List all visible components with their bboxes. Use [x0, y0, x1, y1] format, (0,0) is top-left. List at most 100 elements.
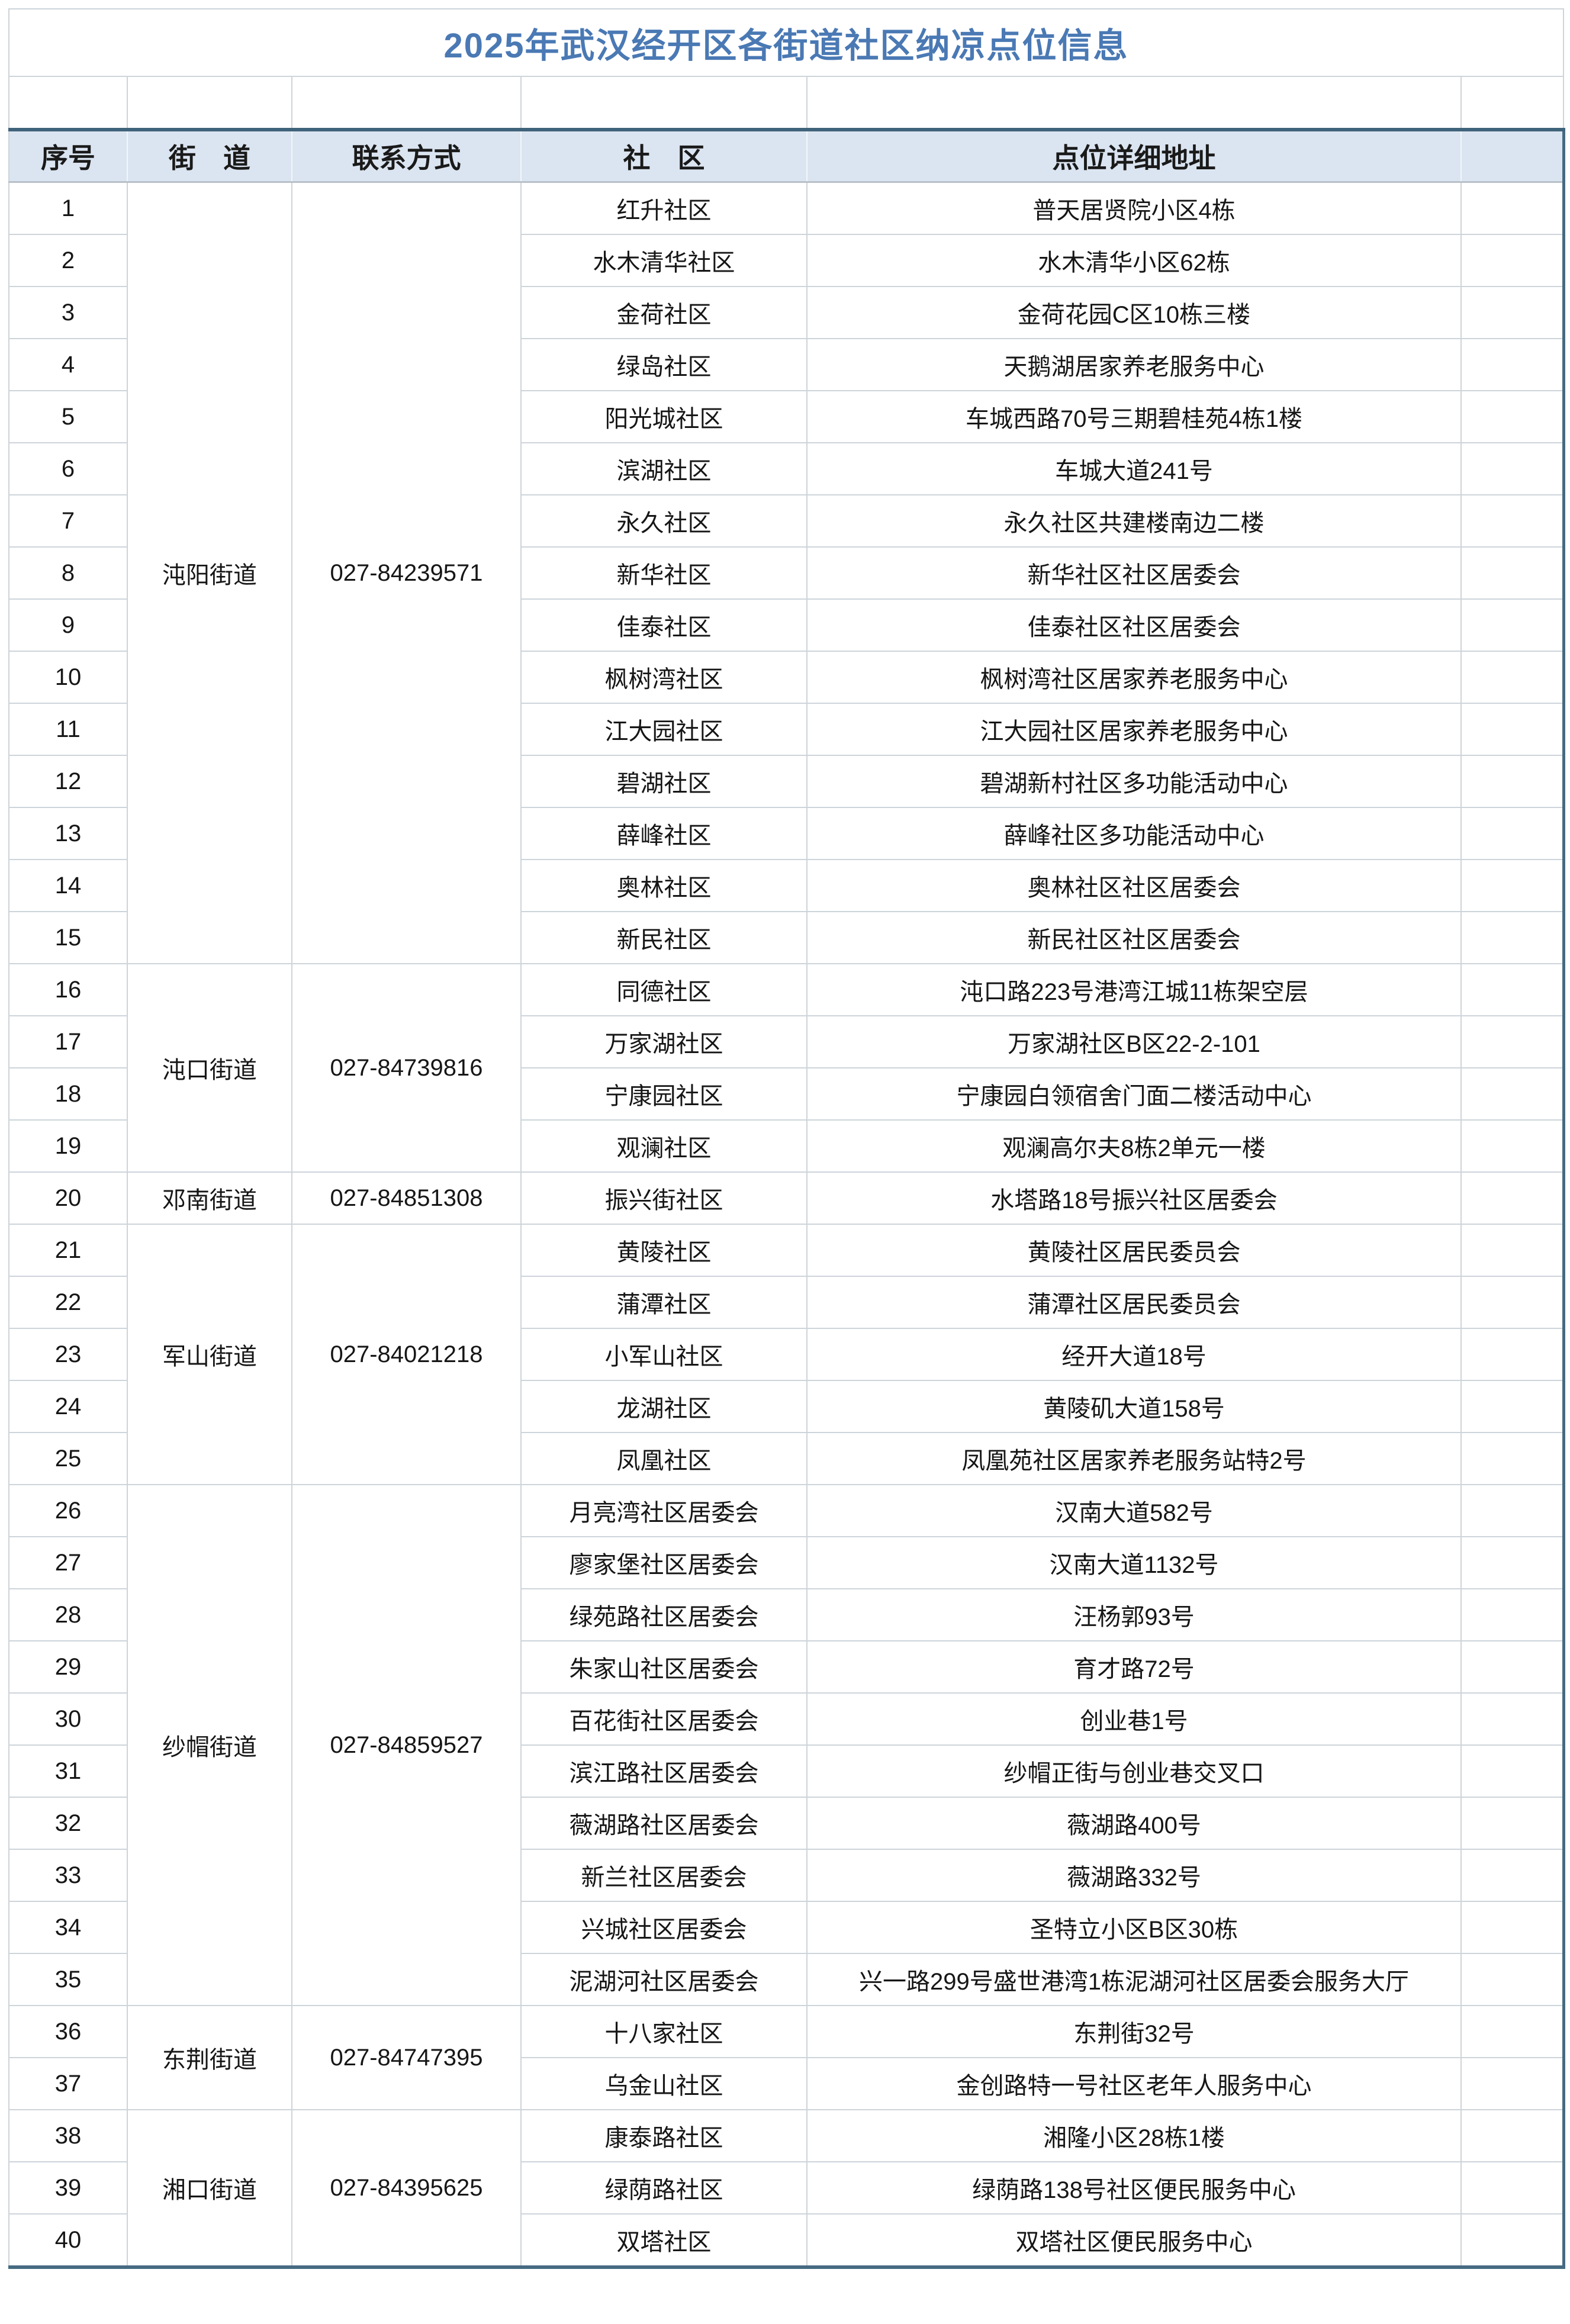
street-phone-cell: 027-84739816: [291, 963, 522, 1173]
spacer-cell: [806, 76, 1462, 130]
empty-cell: [1460, 2005, 1565, 2058]
community-name-cell: 绿苑路社区居委会: [520, 1588, 807, 1641]
table-row: 16 沌口街道 027-84739816 同德社区 沌口路223号港湾江城11栋架空层: [8, 963, 1565, 1173]
empty-cell: [1460, 1849, 1565, 1902]
title-row: 2025年武汉经开区各街道社区纳凉点位信息: [8, 8, 1564, 77]
row-number-cell: 39: [8, 2161, 128, 2214]
empty-cell: [1460, 963, 1565, 1016]
empty-cell: [1460, 1119, 1565, 1173]
empty-cell: [1460, 1432, 1565, 1485]
community-name-cell: 乌金山社区: [520, 2057, 807, 2110]
header-no: 序号: [8, 128, 128, 183]
community-name-cell: 新华社区: [520, 546, 807, 600]
row-number-cell: 23: [8, 1328, 128, 1381]
empty-cell: [1460, 598, 1565, 652]
community-name-cell: 薇湖路社区居委会: [520, 1797, 807, 1850]
street-name-cell: 邓南街道: [127, 1171, 292, 1225]
community-name-cell: 宁康园社区: [520, 1067, 807, 1121]
empty-cell: [1460, 1171, 1565, 1225]
address-cell: 万家湖社区B区22-2-101: [806, 1015, 1462, 1068]
address-cell: 蒲潭社区居民委员会: [806, 1276, 1462, 1329]
street-phone-cell: 027-84021218: [291, 1224, 522, 1485]
community-name-cell: 滨湖社区: [520, 442, 807, 495]
address-cell: 水塔路18号振兴社区居委会: [806, 1171, 1462, 1225]
empty-cell: [1460, 703, 1565, 756]
spacer-cell: [520, 76, 807, 130]
table-row: 6 滨湖社区 车城大道241号: [8, 442, 1565, 495]
empty-cell: [1460, 442, 1565, 495]
empty-cell: [1460, 755, 1565, 808]
community-name-cell: 康泰路社区: [520, 2109, 807, 2162]
table-row: 1 沌阳街道 027-84239571 红升社区 普天居贤院小区4栋: [8, 181, 1565, 964]
address-cell: 薛峰社区多功能活动中心: [806, 807, 1462, 860]
table-row: 5 阳光城社区 车城西路70号三期碧桂苑4栋1楼: [8, 390, 1565, 443]
row-number-cell: 28: [8, 1588, 128, 1641]
empty-cell: [1460, 911, 1565, 964]
empty-cell: [1460, 1015, 1565, 1068]
address-cell: 东荆街32号: [806, 2005, 1462, 2058]
street-name-cell: 东荆街道: [127, 2005, 292, 2110]
empty-cell: [1460, 234, 1565, 287]
community-name-cell: 龙湖社区: [520, 1380, 807, 1433]
row-number-cell: 13: [8, 807, 128, 860]
row-number-cell: 36: [8, 2005, 128, 2058]
community-name-cell: 枫树湾社区: [520, 651, 807, 704]
address-cell: 育才路72号: [806, 1640, 1462, 1694]
community-name-cell: 双塔社区: [520, 2213, 807, 2269]
row-number-cell: 5: [8, 390, 128, 443]
community-name-cell: 同德社区: [520, 963, 807, 1016]
empty-cell: [1460, 2109, 1565, 2162]
community-name-cell: 阳光城社区: [520, 390, 807, 443]
row-number-cell: 12: [8, 755, 128, 808]
row-number-cell: 25: [8, 1432, 128, 1485]
row-number-cell: 38: [8, 2109, 128, 2162]
empty-cell: [1460, 1224, 1565, 1277]
community-name-cell: 兴城社区居委会: [520, 1901, 807, 1954]
empty-cell: [1460, 1588, 1565, 1641]
street-phone-cell: 027-84859527: [291, 1484, 522, 2006]
row-number-cell: 7: [8, 494, 128, 548]
community-name-cell: 新兰社区居委会: [520, 1849, 807, 1902]
community-name-cell: 薛峰社区: [520, 807, 807, 860]
address-cell: 碧湖新村社区多功能活动中心: [806, 755, 1462, 808]
address-cell: 薇湖路332号: [806, 1849, 1462, 1902]
header-extra: [1460, 128, 1565, 183]
row-number-cell: 26: [8, 1484, 128, 1537]
row-number-cell: 15: [8, 911, 128, 964]
street-name-cell: 纱帽街道: [127, 1484, 292, 2006]
row-number-cell: 32: [8, 1797, 128, 1850]
empty-cell: [1460, 2057, 1565, 2110]
row-number-cell: 24: [8, 1380, 128, 1433]
community-name-cell: 朱家山社区居委会: [520, 1640, 807, 1694]
row-number-cell: 2: [8, 234, 128, 287]
table-row: 10 枫树湾社区 枫树湾社区居家养老服务中心: [8, 651, 1565, 704]
address-cell: 经开大道18号: [806, 1328, 1462, 1381]
street-phone-cell: 027-84239571: [291, 181, 522, 964]
address-cell: 凤凰苑社区居家养老服务站特2号: [806, 1432, 1462, 1485]
table-row: 18 宁康园社区 宁康园白领宿舍门面二楼活动中心: [8, 1067, 1565, 1121]
row-number-cell: 9: [8, 598, 128, 652]
table-body: 1 沌阳街道 027-84239571 红升社区 普天居贤院小区4栋 2 水木清华社区 水木清…: [8, 181, 1565, 2269]
community-name-cell: 金荷社区: [520, 286, 807, 339]
community-name-cell: 振兴街社区: [520, 1171, 807, 1225]
street-name-cell: 湘口街道: [127, 2109, 292, 2269]
empty-cell: [1460, 390, 1565, 443]
address-cell: 车城西路70号三期碧桂苑4栋1楼: [806, 390, 1462, 443]
address-cell: 薇湖路400号: [806, 1797, 1462, 1850]
table-row: 25 凤凰社区 凤凰苑社区居家养老服务站特2号: [8, 1432, 1565, 1485]
empty-cell: [1460, 2213, 1565, 2269]
address-cell: 金荷花园C区10栋三楼: [806, 286, 1462, 339]
community-name-cell: 江大园社区: [520, 703, 807, 756]
header-street: 街 道: [127, 128, 292, 183]
address-cell: 新华社区社区居委会: [806, 546, 1462, 600]
row-number-cell: 22: [8, 1276, 128, 1329]
address-cell: 奥林社区社区居委会: [806, 859, 1462, 912]
row-number-cell: 17: [8, 1015, 128, 1068]
table-row: 7 永久社区 永久社区共建楼南边二楼: [8, 494, 1565, 548]
community-name-cell: 观澜社区: [520, 1119, 807, 1173]
community-name-cell: 红升社区: [520, 181, 807, 235]
row-number-cell: 11: [8, 703, 128, 756]
address-cell: 湘隆小区28栋1楼: [806, 2109, 1462, 2162]
header-address: 点位详细地址: [806, 128, 1462, 183]
empty-cell: [1460, 1692, 1565, 1746]
